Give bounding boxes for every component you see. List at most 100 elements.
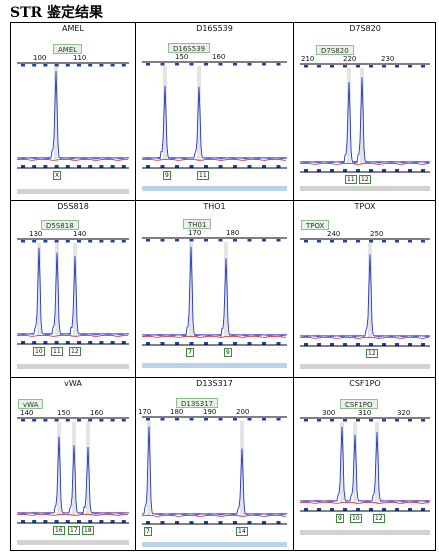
scroll-gutter xyxy=(142,186,287,191)
scroll-gutter xyxy=(17,540,129,545)
electropherogram xyxy=(299,417,431,535)
locus-header: AMEL xyxy=(62,24,84,33)
bin-marker xyxy=(189,239,194,242)
bin-marker xyxy=(247,418,252,421)
bin-marker xyxy=(99,240,104,243)
str-cell-d5s818: D5S818 D5S818 130 140 10 11 12 xyxy=(11,201,135,377)
bin-marker xyxy=(77,520,81,523)
bin-marker xyxy=(21,165,25,168)
size-tick-label: 210 xyxy=(301,55,315,63)
allele-call-box: 9 xyxy=(224,348,232,357)
bin-marker xyxy=(330,508,334,511)
bin-marker xyxy=(233,63,237,66)
bin-marker xyxy=(382,508,386,511)
size-tick-label: 240 xyxy=(327,230,341,238)
scroll-gutter xyxy=(300,364,430,369)
locus-header: THO1 xyxy=(203,202,226,211)
bin-marker xyxy=(160,239,165,242)
bin-marker xyxy=(343,65,347,68)
size-tick-label: 180 xyxy=(226,229,240,237)
bin-marker xyxy=(262,418,266,421)
size-tick-label: 310 xyxy=(358,409,372,417)
allele-bin xyxy=(147,421,151,516)
bin-marker xyxy=(77,419,81,422)
bin-marker xyxy=(317,169,321,172)
bin-marker xyxy=(343,240,347,243)
size-tick-label: 200 xyxy=(236,408,250,416)
size-tick-label: 230 xyxy=(381,55,395,63)
electropherogram xyxy=(141,237,288,368)
baseline-trace xyxy=(299,501,430,504)
bin-marker xyxy=(21,240,25,243)
allele-bin xyxy=(353,422,357,503)
bin-marker xyxy=(43,341,48,344)
bin-marker xyxy=(421,343,425,346)
bin-marker xyxy=(276,63,281,66)
baseline-trace xyxy=(141,335,287,338)
bin-marker xyxy=(304,419,308,422)
bin-marker xyxy=(110,64,115,67)
bin-marker xyxy=(65,520,70,523)
bin-marker xyxy=(160,418,165,421)
bin-marker xyxy=(218,165,223,168)
baseline-trace xyxy=(16,513,129,516)
bin-marker xyxy=(110,341,115,344)
bin-marker xyxy=(369,419,373,422)
allele-call-box: 10 xyxy=(350,514,362,523)
signal-trace xyxy=(141,426,288,516)
bin-marker xyxy=(32,240,37,243)
bin-marker xyxy=(343,508,347,511)
bin-marker xyxy=(421,419,425,422)
bin-marker xyxy=(408,343,412,346)
str-cell-csf1po: CSF1PO CSF1PO 300 310 320 9 10 12 xyxy=(294,378,436,551)
allele-call-box: 11 xyxy=(345,175,357,184)
bin-marker xyxy=(146,239,150,242)
electropherogram xyxy=(299,238,431,369)
signal-trace xyxy=(141,85,288,161)
bin-marker xyxy=(175,342,179,345)
allele-call-box: 11 xyxy=(197,171,209,180)
signal-trace xyxy=(16,247,130,336)
bin-marker xyxy=(21,419,25,422)
allele-call-box: 7 xyxy=(186,348,194,357)
bin-marker xyxy=(330,65,334,68)
str-cell-d16s539: D16S539 D16S539 150 160 9 11 xyxy=(136,23,293,200)
bin-marker xyxy=(65,64,70,67)
bin-marker xyxy=(343,343,347,346)
bin-marker xyxy=(65,165,70,168)
bin-marker xyxy=(54,341,59,344)
baseline-trace xyxy=(16,334,129,337)
allele-call-box: 10 xyxy=(33,347,45,356)
bin-marker xyxy=(330,169,334,172)
bin-marker xyxy=(421,508,425,511)
bin-marker xyxy=(65,240,70,243)
signal-trace xyxy=(299,254,431,338)
bin-marker xyxy=(32,341,37,344)
bin-marker xyxy=(262,165,266,168)
bin-marker xyxy=(233,521,237,524)
bin-marker xyxy=(304,240,308,243)
bin-marker xyxy=(32,165,37,168)
bin-marker xyxy=(160,165,165,168)
bin-marker xyxy=(175,239,179,242)
allele-call-box: X xyxy=(53,171,62,180)
bin-marker xyxy=(276,342,281,345)
allele-call-box: 14 xyxy=(236,527,248,536)
baseline-trace xyxy=(141,158,287,161)
signal-trace xyxy=(299,426,431,503)
locus-label-box: D13S317 xyxy=(176,398,219,408)
scroll-gutter xyxy=(17,189,129,194)
bin-marker xyxy=(356,508,360,511)
size-tick-label: 190 xyxy=(203,408,217,416)
allele-bin xyxy=(72,422,76,515)
electropherogram xyxy=(299,63,431,191)
bin-marker xyxy=(218,342,223,345)
locus-label-box: AMEL xyxy=(53,44,83,54)
allele-bin xyxy=(73,243,77,336)
bin-marker xyxy=(43,165,48,168)
allele-bin xyxy=(375,422,379,503)
allele-call-box: 11 xyxy=(51,347,63,356)
allele-bin xyxy=(360,68,364,164)
size-tick-label: 100 xyxy=(33,54,47,62)
bin-marker xyxy=(218,418,223,421)
